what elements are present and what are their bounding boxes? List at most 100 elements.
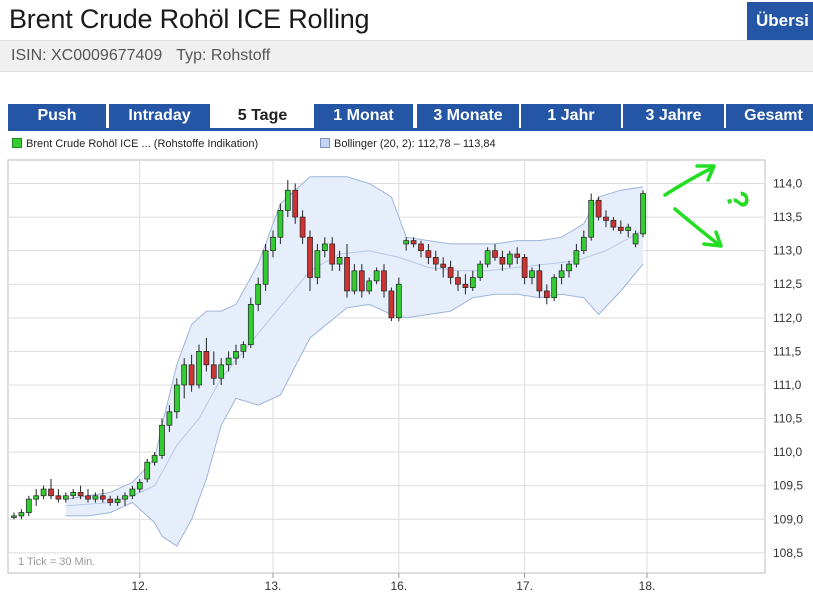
candle-body: [617, 226, 624, 231]
candle-body: [55, 495, 62, 500]
y-tick-label: 113,5: [773, 210, 802, 224]
candle-body: [381, 270, 387, 292]
candle-body: [25, 498, 32, 513]
annotation-arrowhead-down: [702, 230, 723, 248]
candle-body: [455, 277, 461, 285]
y-tick-label: 108,5: [773, 546, 803, 560]
candle-body: [225, 357, 232, 366]
tick-interval-note: 1 Tick = 30 Min.: [18, 556, 95, 568]
candle-body: [373, 270, 380, 282]
candle-body: [321, 243, 328, 252]
candle-body: [558, 270, 565, 278]
legend-price: Brent Crude Rohöl ICE ... (Rohstoffe Ind…: [12, 137, 258, 151]
page-title: Brent Crude Rohöl ICE Rolling: [9, 4, 370, 34]
candle-body: [440, 263, 447, 268]
isin-text: ISIN: XC0009677409: [11, 47, 163, 64]
tab-push[interactable]: Push: [8, 104, 106, 128]
candle-body: [640, 193, 646, 235]
y-tick-label: 112,0: [773, 311, 802, 325]
candle-body: [70, 492, 77, 497]
tab-1-monat[interactable]: 1 Monat: [314, 104, 413, 128]
candle-body: [255, 283, 262, 305]
candle-body: [610, 220, 617, 228]
candle-body: [536, 270, 543, 292]
candle-body: [336, 257, 343, 265]
candle-body: [418, 243, 424, 252]
candle-body: [129, 488, 136, 497]
candle-body: [492, 250, 498, 258]
candle-body: [210, 364, 217, 379]
legend-price-label: Brent Crude Rohöl ICE ... (Rohstoffe Ind…: [26, 138, 259, 150]
candle-body: [62, 495, 69, 500]
tab-1-jahr[interactable]: 1 Jahr: [521, 104, 621, 128]
y-tick-label: 113,0: [773, 244, 802, 258]
instrument-info-bar: ISIN: XC0009677409 Typ: Rohstoff: [0, 40, 813, 72]
candle-body: [566, 263, 572, 272]
tab-3-jahre[interactable]: 3 Jahre: [623, 104, 724, 128]
candle-body: [114, 498, 121, 503]
candle-body: [136, 481, 143, 490]
candle-body: [85, 495, 91, 500]
candle-body: [151, 455, 158, 463]
candle-body: [159, 424, 165, 456]
x-tick-label: 18.: [639, 579, 656, 593]
candle-body: [18, 512, 25, 517]
tab-intraday[interactable]: Intraday: [109, 104, 210, 128]
candle-body: [351, 270, 358, 292]
candle-body: [625, 226, 632, 231]
candle-body: [92, 495, 99, 500]
candle-body: [514, 253, 521, 258]
candle-body: [632, 233, 639, 245]
candle-body: [173, 384, 180, 413]
candle-body: [595, 199, 602, 218]
candle-body: [292, 189, 299, 218]
candle-body: [521, 257, 528, 278]
candle-body: [484, 250, 491, 265]
y-tick-label: 111,0: [773, 378, 802, 392]
tab-5-tage[interactable]: 5 Tage: [213, 104, 312, 128]
annotation-arrowhead-up: [695, 164, 716, 182]
candle-body: [196, 351, 202, 386]
candle-body: [506, 253, 513, 265]
candle-body: [307, 236, 313, 278]
candle-body: [462, 283, 469, 288]
candle-body: [218, 364, 225, 379]
candle-body: [529, 270, 535, 278]
annotation-arrow-down: [673, 207, 720, 246]
tab-3-monate[interactable]: 3 Monate: [417, 104, 519, 128]
y-tick-label: 112,5: [773, 277, 802, 291]
annotation-arrow-up: [663, 166, 714, 197]
y-tick-label: 114,0: [773, 177, 802, 191]
candle-body: [543, 290, 550, 299]
chart-svg: 114,0 113,5 113,0 112,5 112,0 111,5 111,0 110,5…: [7, 159, 803, 593]
candle-body: [358, 270, 365, 292]
candle-body: [144, 461, 151, 480]
candle-body: [299, 216, 306, 238]
tab-underline: [8, 128, 813, 131]
candle-body: [329, 243, 336, 265]
candle-body: [469, 277, 476, 288]
legend-price-swatch: [12, 138, 22, 148]
tab-gesamt[interactable]: Gesamt: [726, 104, 813, 128]
candle-body: [573, 250, 580, 265]
candle-body: [588, 199, 595, 238]
candle-body: [551, 277, 558, 299]
candle-body: [40, 488, 47, 497]
candle-body: [277, 210, 284, 238]
candle-body: [270, 236, 276, 252]
y-tick-label: 110,0: [773, 445, 802, 459]
candle-body: [247, 304, 254, 346]
candle-body: [99, 495, 106, 500]
candle-body: [48, 488, 54, 497]
candle-body: [603, 216, 609, 221]
candle-body: [314, 250, 321, 278]
bollinger-middle-line: [65, 230, 644, 507]
candle-body: [403, 240, 410, 245]
candle-body: [388, 290, 395, 319]
x-tick-label: 12.: [131, 579, 148, 593]
candle-body: [425, 250, 432, 258]
y-tick-label: 111,5: [773, 344, 802, 358]
x-tick-label: 17.: [516, 579, 533, 593]
candle-body: [344, 257, 350, 292]
overview-button[interactable]: Übersi: [747, 2, 813, 40]
